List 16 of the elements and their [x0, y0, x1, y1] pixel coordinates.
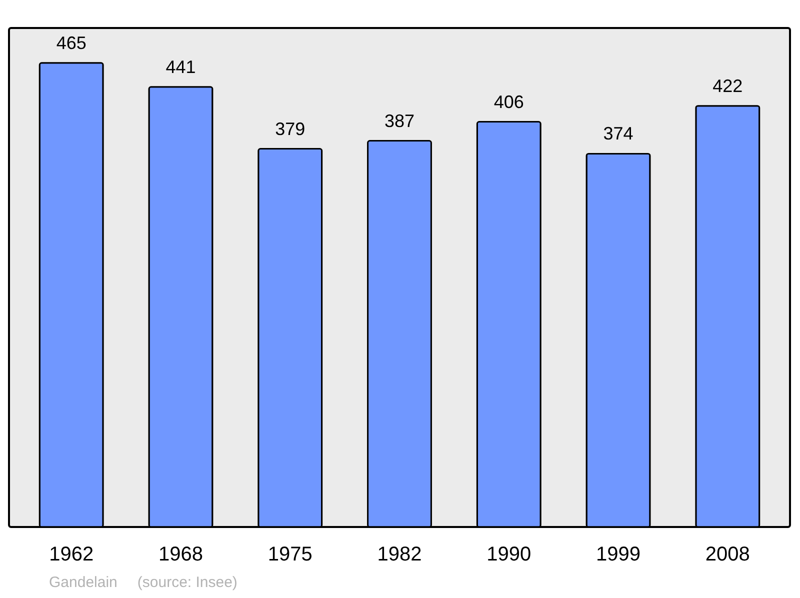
data-label: 379 [275, 118, 306, 139]
data-label: 406 [494, 92, 524, 112]
x-tick-label: 1962 [49, 544, 94, 566]
x-tick-label: 1999 [596, 544, 641, 566]
data-label: 441 [166, 56, 196, 77]
x-tick-label: 1982 [377, 544, 422, 566]
x-tick-label: 1975 [268, 544, 312, 566]
data-label: 422 [712, 76, 743, 96]
x-tick-label: 1968 [158, 544, 203, 566]
x-tick-label: 2008 [705, 544, 750, 566]
text: Gandelain [49, 574, 118, 591]
x-tick-label: 1990 [486, 544, 532, 566]
data-label: 374 [603, 124, 634, 144]
data-label: 387 [384, 110, 415, 131]
text: (source: Insee) [137, 574, 238, 591]
data-label: 465 [56, 32, 86, 53]
